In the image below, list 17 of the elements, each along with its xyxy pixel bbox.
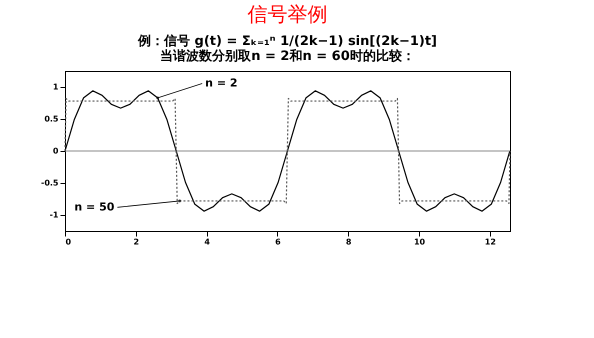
x-tick-label: 6 xyxy=(275,238,282,246)
x-tick-label: 8 xyxy=(346,238,352,246)
annotation: n = 2 xyxy=(205,76,238,90)
y-tick-label: 0.5 xyxy=(44,114,59,124)
y-tick-label: 0 xyxy=(52,146,59,156)
annotation: n = 50 xyxy=(74,200,115,214)
y-tick-label: -1 xyxy=(50,210,59,220)
y-tick-label: 1 xyxy=(52,82,59,92)
x-tick-label: 2 xyxy=(134,238,140,246)
x-tick-label: 10 xyxy=(414,238,426,246)
x-tick-label: 0 xyxy=(66,238,72,246)
x-tick-label: 12 xyxy=(484,238,496,246)
text: 例：信号 g(t) = Σₖ₌₁ⁿ 1/(2k−1) sin[(2k−1)t] xyxy=(138,34,437,49)
x-tick-label: 4 xyxy=(204,238,210,246)
y-tick-label: -0.5 xyxy=(41,178,59,188)
chart-title: 信号举例 xyxy=(248,2,328,26)
text: 当谐波数分别取n = 2和n = 60时的比较： xyxy=(160,49,415,64)
